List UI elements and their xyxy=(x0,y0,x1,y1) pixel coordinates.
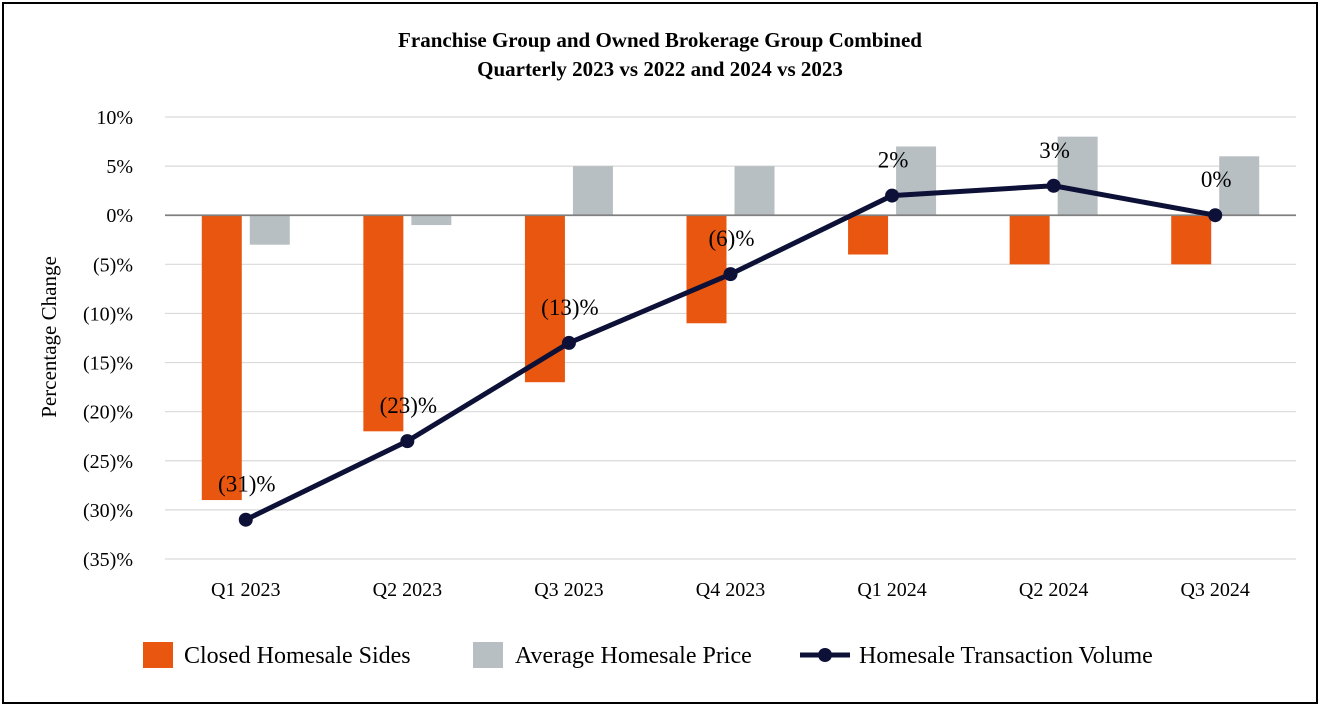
line-point xyxy=(1046,178,1061,193)
y-tick-label: 10% xyxy=(96,107,133,129)
bar-average-homesale-price xyxy=(734,166,775,216)
x-tick-label: Q3 2024 xyxy=(1180,579,1249,601)
line-point xyxy=(723,267,738,282)
y-tick-label: (35)% xyxy=(83,549,133,571)
bar-average-homesale-price xyxy=(411,215,452,226)
bar-closed-homesale-sides xyxy=(686,215,727,324)
data-label: 0% xyxy=(1201,167,1232,192)
y-tick-label: (25)% xyxy=(83,451,133,473)
x-tick-label: Q1 2024 xyxy=(857,579,926,601)
line-point xyxy=(885,188,900,203)
legend: Closed Homesale Sides Average Homesale Pr… xyxy=(143,642,1153,669)
data-label: (6)% xyxy=(709,226,755,251)
bar-closed-homesale-sides xyxy=(1171,215,1212,265)
data-label: 2% xyxy=(878,148,909,173)
x-tick-label: Q1 2023 xyxy=(211,579,280,601)
y-tick-label: 0% xyxy=(106,205,133,227)
labels-layer: (31)% (23)% (13)% (6)% 2% 3% 0% xyxy=(218,138,1232,497)
legend-swatch-average-homesale-price xyxy=(473,642,503,668)
bars-layer xyxy=(201,136,1260,501)
legend-label: Average Homesale Price xyxy=(515,643,752,669)
bar-average-homesale-price xyxy=(249,215,290,245)
x-tick-label: Q4 2023 xyxy=(696,579,765,601)
data-label: 3% xyxy=(1039,138,1070,163)
line-point xyxy=(561,335,576,350)
data-label: (31)% xyxy=(218,472,275,497)
y-tick-label: 5% xyxy=(106,156,133,178)
y-axis-title: Percentage Change xyxy=(37,256,61,418)
bar-average-homesale-price xyxy=(1057,136,1098,216)
legend-swatch-closed-homesale-sides xyxy=(143,642,173,668)
line-point xyxy=(1208,208,1223,223)
legend-marker xyxy=(818,648,832,662)
x-tick-label: Q2 2023 xyxy=(373,579,442,601)
legend-label: Homesale Transaction Volume xyxy=(859,643,1153,669)
data-label: (13)% xyxy=(541,295,598,320)
bar-average-homesale-price xyxy=(572,166,613,216)
data-label: (23)% xyxy=(380,393,437,418)
y-tick-label: (15)% xyxy=(83,353,133,375)
y-tick-label: (5)% xyxy=(93,254,133,276)
y-tick-label: (20)% xyxy=(83,402,133,424)
x-tick-label: Q3 2023 xyxy=(534,579,603,601)
chart-subtitle: Quarterly 2023 vs 2022 and 2024 vs 2023 xyxy=(477,57,843,81)
line-point xyxy=(238,512,253,527)
chart-title: Franchise Group and Owned Brokerage Grou… xyxy=(398,28,922,52)
grid-layer: 10% 5% 0% (5)% (10)% (15)% (20)% (25)% (30)% (35)… xyxy=(83,107,1296,601)
x-tick-label: Q2 2024 xyxy=(1019,579,1088,601)
y-tick-label: (30)% xyxy=(83,500,133,522)
line-layer xyxy=(238,178,1223,527)
bar-closed-homesale-sides xyxy=(201,215,242,501)
legend-label: Closed Homesale Sides xyxy=(184,643,411,669)
bar-closed-homesale-sides xyxy=(1009,215,1050,265)
line-point xyxy=(400,434,415,449)
y-tick-label: (10)% xyxy=(83,303,133,325)
bar-closed-homesale-sides xyxy=(524,215,565,383)
bar-closed-homesale-sides xyxy=(363,215,404,432)
bar-average-homesale-price xyxy=(1219,156,1260,216)
bar-closed-homesale-sides xyxy=(848,215,889,255)
bar-average-homesale-price xyxy=(896,146,937,216)
